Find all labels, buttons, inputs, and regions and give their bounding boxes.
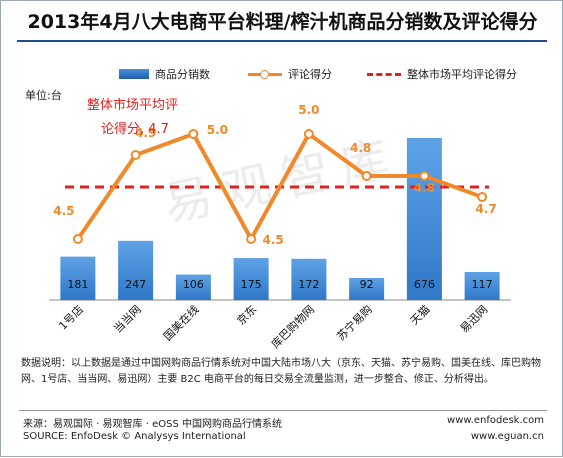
legend-line-swatch xyxy=(248,69,282,79)
category-label-7: 易迅网 xyxy=(458,303,491,336)
score-line xyxy=(76,132,483,241)
category-label-4: 库巴购物网 xyxy=(268,302,317,351)
bar-1 xyxy=(118,240,154,300)
score-point-7 xyxy=(477,192,488,202)
unit-label: 单位:台 xyxy=(25,89,62,102)
score-label-3: 4.5 xyxy=(262,233,283,247)
score-point-0 xyxy=(72,234,83,244)
bar-value-label-5: 92 xyxy=(360,278,374,291)
footer-divider xyxy=(19,410,547,411)
legend-item-line: 评论得分 xyxy=(248,64,332,84)
score-label-5: 4.8 xyxy=(350,141,371,155)
bar-2 xyxy=(175,274,211,300)
legend-label-bars: 商品分销数 xyxy=(155,68,210,81)
chart-title: 2013年4月八大电商平台料理/榨汁机商品分销数及评论得分 xyxy=(27,11,538,33)
score-label-7: 4.7 xyxy=(475,202,496,216)
score-label-2: 5.0 xyxy=(207,123,228,137)
bar-value-label-2: 106 xyxy=(183,278,204,291)
bar-3 xyxy=(233,258,269,300)
average-annotation-line1: 整体市场平均评 xyxy=(87,98,179,113)
url-eguan: www.eguan.cn xyxy=(470,431,544,442)
bar-value-label-0: 181 xyxy=(67,278,88,291)
category-label-5: 苏宁易购 xyxy=(334,302,375,343)
category-label-1: 当当网 xyxy=(111,302,144,335)
score-point-6 xyxy=(419,171,430,181)
bar-7 xyxy=(464,271,500,300)
score-label-6: 4.8 xyxy=(414,181,435,195)
score-point-3 xyxy=(246,234,257,244)
bar-5 xyxy=(349,277,385,300)
legend-bar-swatch xyxy=(119,69,149,79)
bar-0 xyxy=(60,256,96,300)
category-label-6: 天猫 xyxy=(408,303,433,328)
url-enfodesk: www.enfodesk.com xyxy=(447,415,544,426)
legend-item-average: 整体市场平均评论得分 xyxy=(367,64,517,84)
bar-value-label-1: 247 xyxy=(125,278,146,291)
average-annotation: 整体市场平均评 论得分, 4.7 xyxy=(87,94,207,142)
score-label-4: 5.0 xyxy=(298,103,319,117)
average-annotation-line2: 论得分, 4.7 xyxy=(101,122,169,137)
source-line-en: SOURCE: EnfoDesk © Analysys Internationa… xyxy=(23,431,246,442)
score-point-1 xyxy=(130,150,141,160)
bar-4 xyxy=(291,258,327,300)
bar-6 xyxy=(406,138,442,300)
source-line-cn: 来源：易观国际 · 易观智库 · eOSS 中国网购商品行情系统 xyxy=(23,419,282,430)
legend-dash-swatch xyxy=(367,72,401,76)
bar-value-label-4: 172 xyxy=(298,278,319,291)
title-divider xyxy=(17,40,547,42)
legend-label-average: 整体市场平均评论得分 xyxy=(407,68,517,81)
category-label-0: 1号店 xyxy=(56,302,86,332)
category-label-3: 京东 xyxy=(234,302,259,327)
legend-label-line: 评论得分 xyxy=(288,68,332,81)
category-label-2: 国美在线 xyxy=(160,302,201,343)
data-note: 数据说明：以上数据是通过中国网购商品行情系统对中国大陆市场八大（京东、天猫、苏宁… xyxy=(21,358,541,385)
legend-item-bars: 商品分销数 xyxy=(119,64,210,84)
bar-value-label-6: 676 xyxy=(414,278,435,291)
score-point-4 xyxy=(303,129,314,139)
score-point-2 xyxy=(188,129,199,139)
legend: 商品分销数 评论得分 整体市场平均评论得分 xyxy=(1,64,563,84)
bar-value-label-7: 117 xyxy=(472,278,493,291)
score-point-5 xyxy=(361,171,372,181)
score-label-1: 4.9 xyxy=(135,126,156,140)
bar-value-label-3: 175 xyxy=(241,278,262,291)
score-label-0: 4.5 xyxy=(53,204,74,218)
